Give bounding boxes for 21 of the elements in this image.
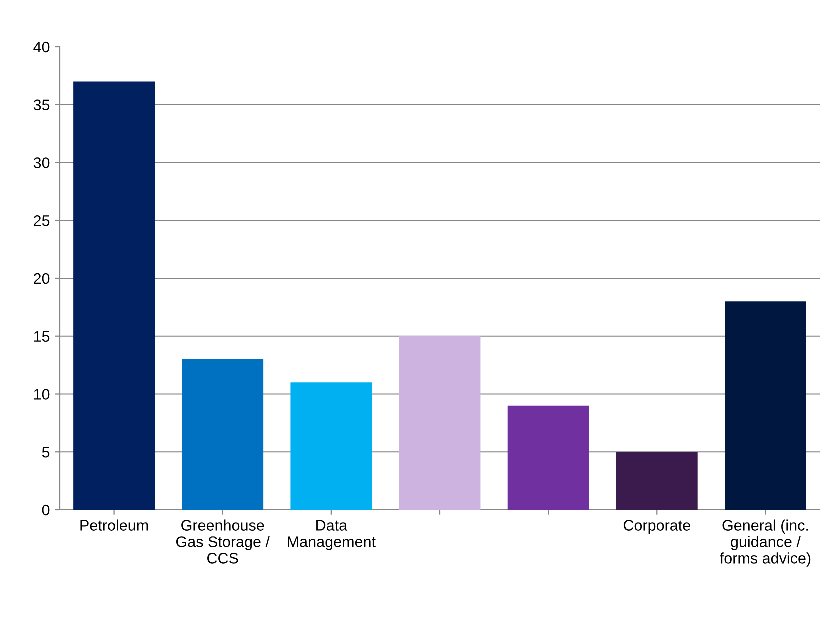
x-tick-label: Data Management (288, 520, 376, 550)
bar (74, 82, 155, 510)
x-tick-label: Greenhouse Gas Storage / CCS (176, 520, 270, 564)
x-tick-label: General (inc. guidance / forms advice) (720, 520, 811, 567)
y-tick-label: 30 (34, 158, 50, 168)
y-tick-label: 0 (42, 504, 50, 516)
y-tick-label: 15 (34, 331, 50, 342)
y-tick-label: 10 (34, 389, 50, 400)
x-tick-label: Petroleum (80, 520, 148, 531)
bar (725, 302, 806, 510)
y-tick-label: 20 (34, 273, 50, 284)
bar (290, 382, 372, 510)
y-tick-label: 25 (34, 215, 50, 226)
y-tick-label: 35 (34, 100, 50, 111)
bar (616, 452, 698, 510)
x-tick-label: Corporate (624, 520, 690, 534)
bar (182, 360, 264, 510)
y-tick-label: 5 (42, 447, 50, 458)
bar (399, 336, 481, 510)
y-tick-label: 40 (34, 42, 50, 53)
bar (508, 406, 590, 510)
